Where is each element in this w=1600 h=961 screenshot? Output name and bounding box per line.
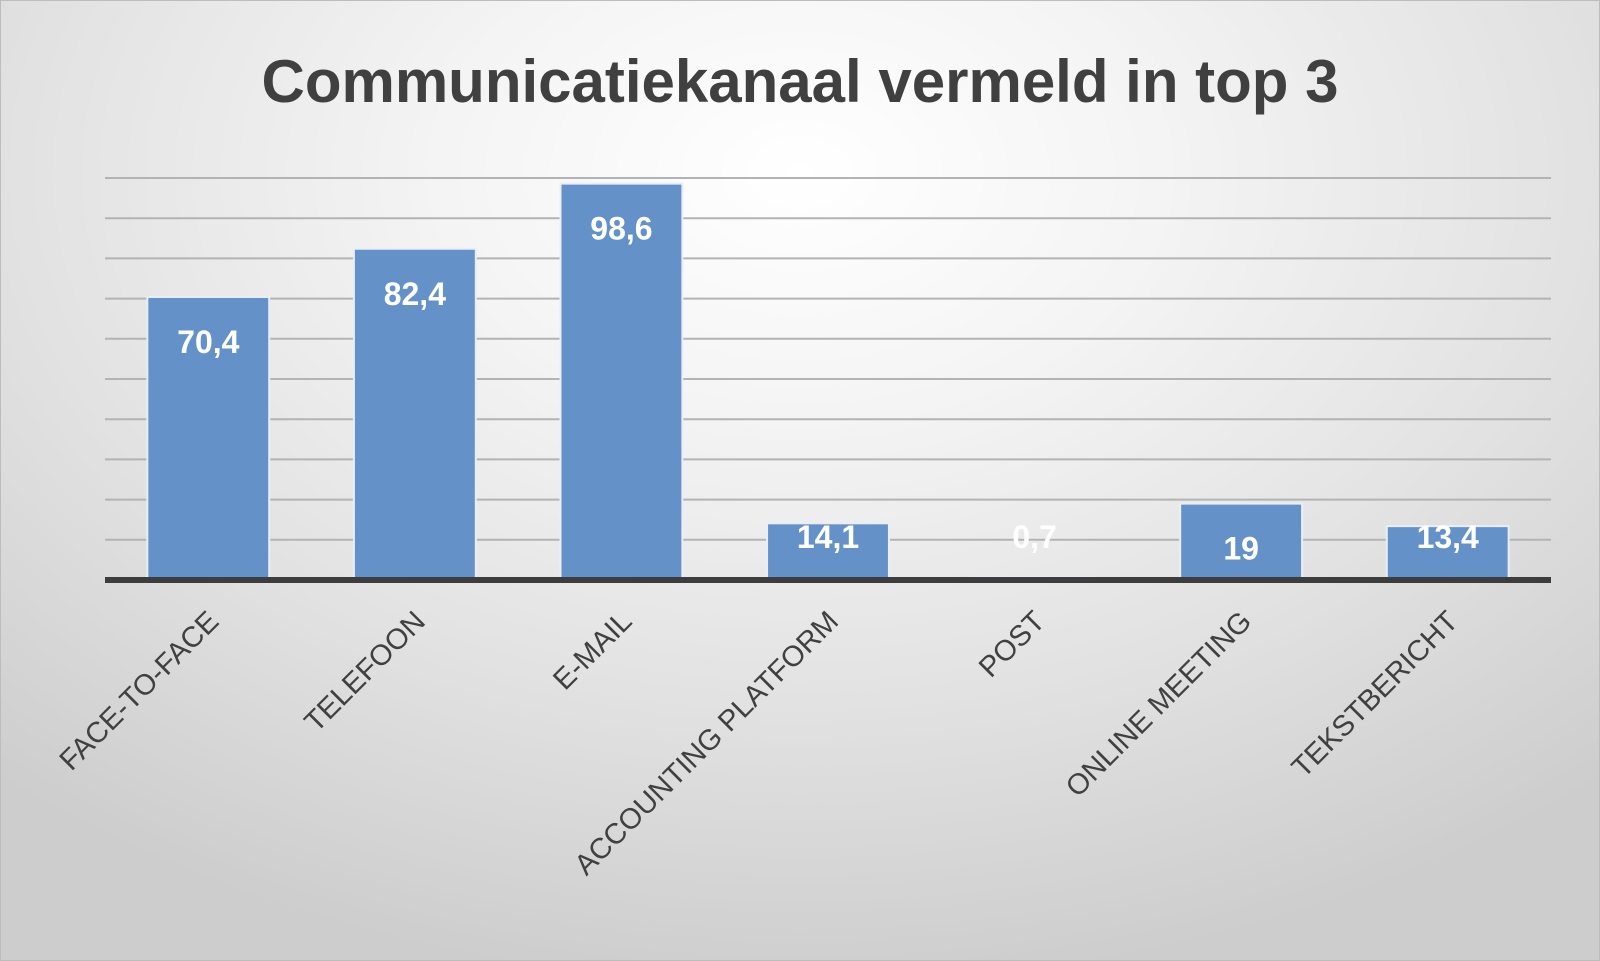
data-labels: 70,4 82,4 98,6 14,1 0,7 19 13,4 xyxy=(177,211,1479,567)
chart-title: Communicatiekanaal vermeld in top 3 xyxy=(262,48,1339,115)
category-label: TEKSTBERICHT xyxy=(1286,605,1465,784)
category-label: E-MAIL xyxy=(547,605,638,696)
bar xyxy=(1385,525,1510,582)
category-label: ONLINE MEETING xyxy=(1060,605,1258,803)
category-label: POST xyxy=(973,605,1052,684)
data-label: 70,4 xyxy=(177,324,239,360)
bar xyxy=(352,247,477,581)
data-label: 98,6 xyxy=(590,211,652,247)
data-label: 14,1 xyxy=(797,519,859,555)
bar xyxy=(1179,502,1304,581)
category-label: TELEFOON xyxy=(299,605,432,738)
data-label: 13,4 xyxy=(1417,519,1479,555)
data-label: 0,7 xyxy=(1012,519,1056,555)
bar xyxy=(146,295,271,581)
data-label: 82,4 xyxy=(384,276,446,312)
bar xyxy=(766,522,890,581)
data-label: 19 xyxy=(1223,531,1259,567)
gridlines xyxy=(105,177,1551,541)
category-label: FACE-TO-FACE xyxy=(54,605,226,777)
